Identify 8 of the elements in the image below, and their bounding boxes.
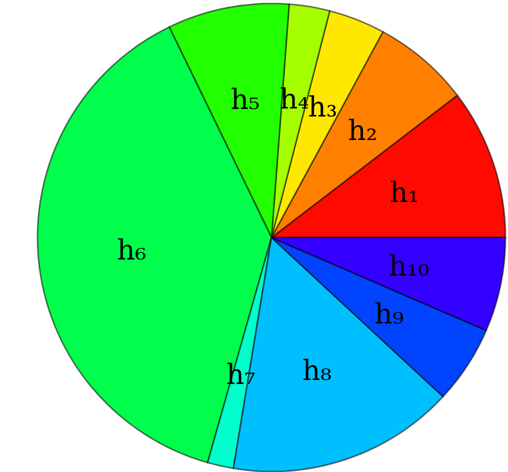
slice-label: h₁ bbox=[390, 176, 420, 209]
slice-label: h₁₀ bbox=[388, 249, 430, 282]
slice-label: h₅ bbox=[230, 83, 260, 116]
slice-label: h₉ bbox=[374, 298, 404, 331]
slice-label: h₆ bbox=[117, 233, 146, 266]
slice-label: h₂ bbox=[348, 114, 378, 148]
slice-label: h₈ bbox=[302, 354, 332, 387]
slice-label: h₃ bbox=[308, 90, 338, 124]
